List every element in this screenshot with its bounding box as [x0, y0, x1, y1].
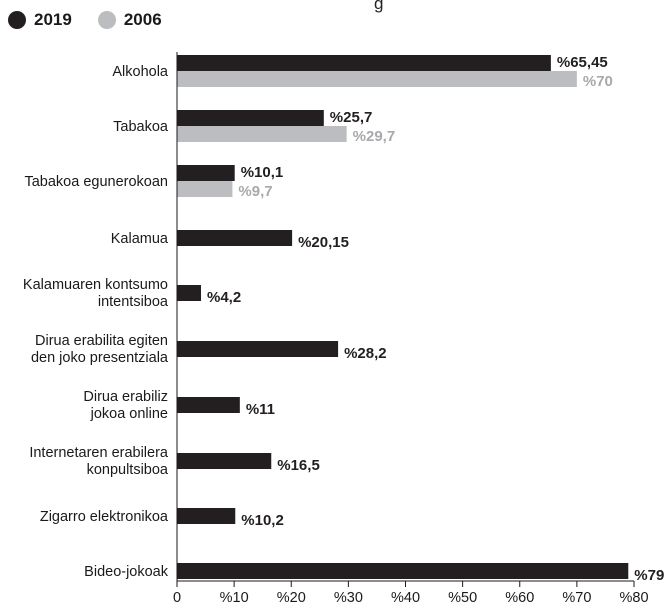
bar-2019 — [177, 508, 236, 524]
data-label-2019: %25,7 — [330, 109, 373, 126]
x-tick-label: %10 — [220, 590, 249, 606]
category-label: Internetaren erabilera konpultsiboa — [29, 445, 169, 478]
bar-2019 — [177, 110, 324, 126]
legend: 2019 2006 — [8, 10, 162, 30]
x-tick-label: %50 — [448, 590, 477, 606]
category-label: Tabakoa — [113, 119, 169, 135]
category-label: Alkohola — [112, 64, 169, 80]
category-label: Zigarro elektronikoa — [40, 509, 169, 525]
x-tick-label: %80 — [619, 590, 648, 606]
data-label-2006: %70 — [583, 73, 613, 90]
x-tick-label: %30 — [334, 590, 363, 606]
bar-2006 — [177, 126, 347, 142]
data-label-2019: %4,2 — [207, 289, 241, 306]
bar-2006 — [177, 181, 233, 197]
bar-2019 — [177, 453, 272, 469]
data-label-2006: %9,7 — [238, 183, 272, 200]
legend-swatch-2019 — [8, 11, 26, 29]
data-label-2019: %11 — [246, 401, 275, 418]
bar-2019 — [177, 165, 235, 181]
data-label-2019: %10,2 — [241, 512, 284, 529]
data-label-2019: %79 — [634, 567, 664, 584]
x-tick-label: %40 — [391, 590, 420, 606]
category-label: Kalamuaren kontsumo intentsiboa — [23, 277, 169, 310]
category-label: Dirua erabilita egiten den joko presentzi… — [31, 333, 169, 366]
data-label-2019: %16,5 — [277, 457, 320, 474]
cut-off-title: g — [374, 0, 384, 13]
legend-swatch-2006 — [97, 11, 116, 29]
bar-2019 — [177, 230, 293, 246]
x-tick-label: %70 — [562, 590, 591, 606]
category-label: Tabakoa egunerokoan — [24, 174, 168, 190]
x-tick-label: %60 — [505, 590, 534, 606]
legend-label-2019: 2019 — [34, 10, 72, 29]
bar-2019 — [177, 341, 339, 357]
legend-label-2006: 2006 — [123, 10, 162, 29]
data-label-2019: %10,1 — [241, 164, 284, 181]
category-label: Kalamua — [111, 231, 169, 247]
bar-2019 — [177, 563, 629, 579]
category-label: Dirua erabiliz jokoa online — [83, 389, 168, 422]
bar-2006 — [177, 71, 577, 87]
data-label-2006: %29,7 — [353, 128, 396, 145]
bar-2019 — [177, 397, 240, 413]
bar-2019 — [177, 55, 551, 71]
x-tick-label: 0 — [173, 590, 181, 606]
category-label: Bideo-jokoak — [84, 564, 169, 580]
legend-item-2019: 2019 — [8, 10, 72, 30]
x-tick-label: %20 — [277, 590, 306, 606]
bar-2019 — [177, 285, 201, 301]
data-label-2019: %20,15 — [298, 234, 349, 251]
legend-item-2006: 2006 — [97, 10, 162, 30]
data-label-2019: %28,2 — [344, 345, 387, 362]
data-label-2019: %65,45 — [557, 54, 608, 71]
